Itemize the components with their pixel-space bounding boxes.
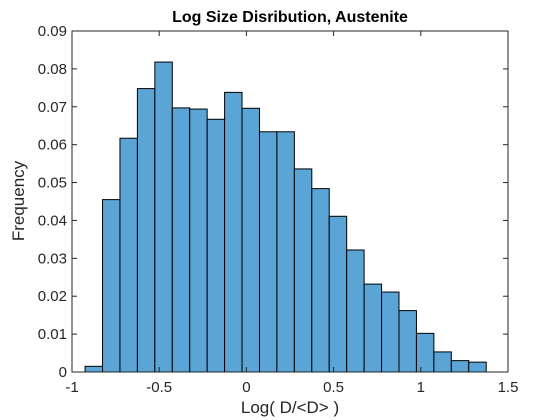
y-tick-label: 0.09 (38, 23, 67, 40)
y-tick-label: 0.06 (38, 137, 67, 154)
y-tick-label: 0.05 (38, 175, 67, 192)
histogram-bar (415, 332, 435, 373)
histogram-bar (346, 249, 365, 373)
histogram-bar (241, 107, 260, 373)
axes-frame (71, 30, 509, 373)
histogram-bar (171, 107, 191, 373)
y-tick-label: 0.08 (38, 61, 67, 78)
histogram-bar (224, 91, 243, 373)
histogram-bar (328, 215, 348, 373)
x-tick-label: 1.5 (498, 379, 519, 396)
histogram-bar (189, 108, 208, 373)
histogram-bar (206, 118, 226, 373)
histogram-bar (276, 131, 295, 373)
y-tick-label: 0.01 (38, 326, 67, 343)
y-tick-label: 0.07 (38, 99, 67, 116)
y-axis-ticks: 0 0.01 0.02 0.03 0.04 0.05 0.06 0.07 0.08 0.09 (38, 23, 508, 381)
x-tick-label: 0.5 (323, 379, 344, 396)
y-tick-label: 0.03 (38, 250, 67, 267)
x-tick-label: -1 (65, 379, 78, 396)
y-axis-label: Frequency (9, 160, 28, 241)
histogram-bar (433, 351, 452, 373)
histogram-bar (102, 199, 121, 373)
histogram-bar (363, 283, 383, 373)
histogram-bar (450, 360, 470, 373)
x-tick-label: 0 (242, 379, 250, 396)
x-axis-ticks: -1 -0.5 0 0.5 1 1.5 (65, 31, 518, 396)
histogram-bar (258, 131, 278, 373)
x-tick-label: 1 (417, 379, 425, 396)
y-tick-label: 0 (59, 364, 67, 381)
x-axis-label: Log( D/<D> ) (241, 398, 339, 417)
histogram-bar (381, 291, 400, 373)
histogram-bars (84, 61, 487, 373)
y-tick-label: 0.02 (38, 288, 67, 305)
chart-title: Log Size Disribution, Austenite (172, 9, 408, 26)
histogram-bar (311, 188, 330, 373)
x-tick-label: -0.5 (146, 379, 172, 396)
histogram-bar (84, 365, 104, 373)
histogram-bar (468, 361, 487, 373)
histogram-bar (154, 61, 173, 373)
histogram-bar (293, 168, 313, 373)
y-tick-label: 0.04 (38, 212, 67, 229)
histogram-bar (136, 88, 156, 373)
histogram-bar (119, 137, 138, 373)
histogram-bar (398, 310, 417, 373)
